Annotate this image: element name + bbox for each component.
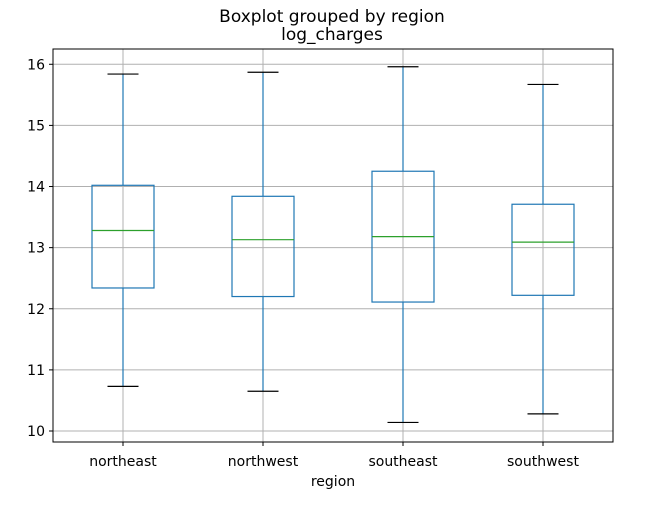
plot-frame <box>52 48 614 443</box>
box-group-northeast <box>91 73 155 387</box>
x-axis: northeast northwest southeast southwest <box>89 442 579 470</box>
x-tick-label: northwest <box>228 454 299 470</box>
iqr-box <box>91 184 155 289</box>
y-tick-label: 15 <box>27 118 45 134</box>
grid-layer <box>53 49 613 442</box>
y-tick-label: 13 <box>27 241 45 257</box>
y-tick-label: 16 <box>27 57 45 73</box>
chart-title: log_charges <box>281 25 383 45</box>
x-tick-label: northeast <box>89 454 157 470</box>
box-group-northwest <box>231 71 295 392</box>
box-group-southwest <box>511 83 575 415</box>
y-tick-label: 10 <box>27 424 45 440</box>
chart-suptitle: Boxplot grouped by region <box>219 7 445 27</box>
plot-layer <box>91 66 575 424</box>
box-group-southeast <box>371 66 435 424</box>
y-axis: 10 11 12 13 14 15 16 <box>27 57 53 440</box>
iqr-box <box>231 195 295 298</box>
x-axis-label: region <box>311 474 355 490</box>
y-tick-label: 12 <box>27 302 45 318</box>
x-tick-label: southeast <box>368 454 438 470</box>
y-tick-label: 14 <box>27 180 45 196</box>
x-tick-label: southwest <box>507 454 579 470</box>
y-tick-label: 11 <box>27 363 45 379</box>
iqr-box <box>511 203 575 296</box>
